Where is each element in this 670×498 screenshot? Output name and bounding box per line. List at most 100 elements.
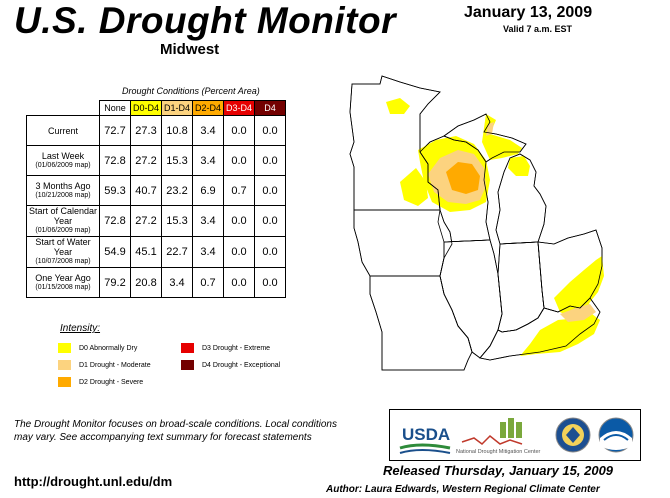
table-cell: 79.2 xyxy=(99,267,131,298)
d0-area-ohio-kentucky xyxy=(554,256,604,318)
d0-area-kentucky-south xyxy=(520,314,600,356)
column-header-d4: D4 xyxy=(254,100,286,116)
table-cell: 0.0 xyxy=(254,175,286,206)
table-corner xyxy=(27,101,100,116)
border-ohio xyxy=(537,229,603,313)
table-row: Start of Calendar Year (01/06/2009 map) 72… xyxy=(26,205,286,237)
table-cell: 0.0 xyxy=(223,115,255,146)
row-label-text: Start of Calendar Year xyxy=(28,206,98,226)
legend-item-d4: D4 Drought - Exceptional xyxy=(181,360,280,370)
row-label: Start of Calendar Year (01/06/2009 map) xyxy=(26,205,100,237)
table-cell: 3.4 xyxy=(192,145,224,176)
table-cell: 27.3 xyxy=(130,115,162,146)
drought-conditions-table: None D0-D4 D1-D4 D2-D4 D3-D4 D4 Current 7… xyxy=(26,100,286,298)
row-label-text: One Year Ago xyxy=(35,272,91,283)
table-cell: 20.8 xyxy=(130,267,162,298)
legend-swatch xyxy=(58,377,71,387)
row-label-map-date: (01/06/2009 map) xyxy=(35,227,91,234)
border-kentucky xyxy=(479,297,601,361)
legend-item-d3: D3 Drought - Extreme xyxy=(181,343,270,353)
table-cell: 0.0 xyxy=(223,205,255,237)
table-cell: 0.0 xyxy=(223,145,255,176)
row-label-map-date: (10/21/2008 map) xyxy=(35,191,91,199)
row-label: Start of Water Year (10/07/2008 map) xyxy=(26,236,100,268)
ndmc-logo: National Drought Mitigation Center xyxy=(456,418,541,455)
table-cell: 3.4 xyxy=(192,205,224,237)
d0-area-minnesota-north xyxy=(386,98,410,114)
table-cell: 0.7 xyxy=(223,175,255,206)
table-cell: 72.7 xyxy=(99,115,131,146)
table-cell: 0.0 xyxy=(254,267,286,298)
table-row: Current 72.7 27.3 10.8 3.4 0.0 0.0 xyxy=(26,115,286,146)
column-header-d1-d4: D1-D4 xyxy=(161,100,193,116)
d1-area-kentucky xyxy=(560,304,596,322)
table-row: One Year Ago (01/15/2008 map) 79.2 20.8 3.4 0… xyxy=(26,267,286,298)
row-label: One Year Ago (01/15/2008 map) xyxy=(26,267,100,298)
table-cell: 0.0 xyxy=(254,236,286,268)
author-credit: Author: Laura Edwards, Western Regional … xyxy=(326,484,600,495)
table-cell: 15.3 xyxy=(161,145,193,176)
table-cell: 45.1 xyxy=(130,236,162,268)
row-label-map-date: (10/07/2008 map) xyxy=(35,258,91,265)
d2-area-wisconsin xyxy=(446,162,480,194)
legend-swatch xyxy=(181,343,194,353)
table-caption: Drought Conditions (Percent Area) xyxy=(122,86,260,96)
row-label-map-date: (01/15/2008 map) xyxy=(35,283,91,291)
usda-logo-text: USDA xyxy=(402,425,450,444)
table-cell: 6.9 xyxy=(192,175,224,206)
valid-time: Valid 7 a.m. EST xyxy=(503,24,573,34)
table-cell: 22.7 xyxy=(161,236,193,268)
table-header-row: None D0-D4 D1-D4 D2-D4 D3-D4 D4 xyxy=(27,100,286,116)
table-cell: 3.4 xyxy=(192,115,224,146)
column-header-d2-d4: D2-D4 xyxy=(192,100,224,116)
commerce-seal-icon xyxy=(555,417,591,453)
legend-swatch xyxy=(58,360,71,370)
column-header-none: None xyxy=(99,100,131,116)
row-label: 3 Months Ago (10/21/2008 map) xyxy=(26,175,100,206)
row-label-text: 3 Months Ago xyxy=(35,180,91,191)
table-cell: 10.8 xyxy=(161,115,193,146)
row-label: Last Week (01/06/2009 map) xyxy=(26,145,100,176)
usda-logo: USDA xyxy=(399,425,451,454)
border-michigan-upper xyxy=(443,113,527,163)
table-cell: 15.3 xyxy=(161,205,193,237)
d0-area-minnesota-east xyxy=(400,168,428,206)
row-label-text: Last Week xyxy=(41,150,85,161)
border-michigan-lower xyxy=(495,153,547,245)
legend-swatch xyxy=(181,360,194,370)
table-cell: 0.0 xyxy=(254,205,286,237)
state-borders xyxy=(349,75,603,371)
table-cell: 72.8 xyxy=(99,205,131,237)
map-date: January 13, 2009 xyxy=(464,4,593,21)
legend-item-d1: D1 Drought - Moderate xyxy=(58,360,151,370)
column-header-d3-d4: D3-D4 xyxy=(223,100,255,116)
region-label: Midwest xyxy=(160,41,220,58)
table-cell: 40.7 xyxy=(130,175,162,206)
table-cell: 3.4 xyxy=(192,236,224,268)
legend-item-d2: D2 Drought - Severe xyxy=(58,377,143,387)
release-date: Released Thursday, January 15, 2009 xyxy=(383,463,614,478)
drought-monitor-note: The Drought Monitor focuses on broad-sca… xyxy=(14,419,337,443)
state-iowa xyxy=(353,209,453,277)
row-label-text: Start of Water Year xyxy=(35,237,91,257)
table-cell: 0.0 xyxy=(254,115,286,146)
d2-areas xyxy=(446,162,480,194)
table-cell: 23.2 xyxy=(161,175,193,206)
row-label: Current xyxy=(26,115,100,146)
partner-logos: USDA National Drought Mitigation Center xyxy=(389,409,641,461)
table-cell: 3.4 xyxy=(161,267,193,298)
table-cell: 27.2 xyxy=(130,145,162,176)
legend-label: D2 Drought - Severe xyxy=(79,378,144,386)
legend-title: Intensity: xyxy=(60,323,101,334)
legend-swatch xyxy=(58,343,71,353)
legend-label: D3 Drought - Extreme xyxy=(202,344,271,352)
row-label-map-date: (01/06/2009 map) xyxy=(35,161,91,169)
table-cell: 27.2 xyxy=(130,205,162,237)
table-cell: 0.0 xyxy=(223,236,255,268)
table-row: Last Week (01/06/2009 map) 72.8 27.2 15.3 3.4… xyxy=(26,145,286,176)
table-row: 3 Months Ago (10/21/2008 map) 59.3 40.7 23.2… xyxy=(26,175,286,206)
website-link[interactable]: http://drought.unl.edu/dm xyxy=(14,474,173,489)
table-cell: 72.8 xyxy=(99,145,131,176)
legend-label: D0 Abnormally Dry xyxy=(79,344,138,352)
table-row: Start of Water Year (10/07/2008 map) 54.9 4… xyxy=(26,236,286,268)
